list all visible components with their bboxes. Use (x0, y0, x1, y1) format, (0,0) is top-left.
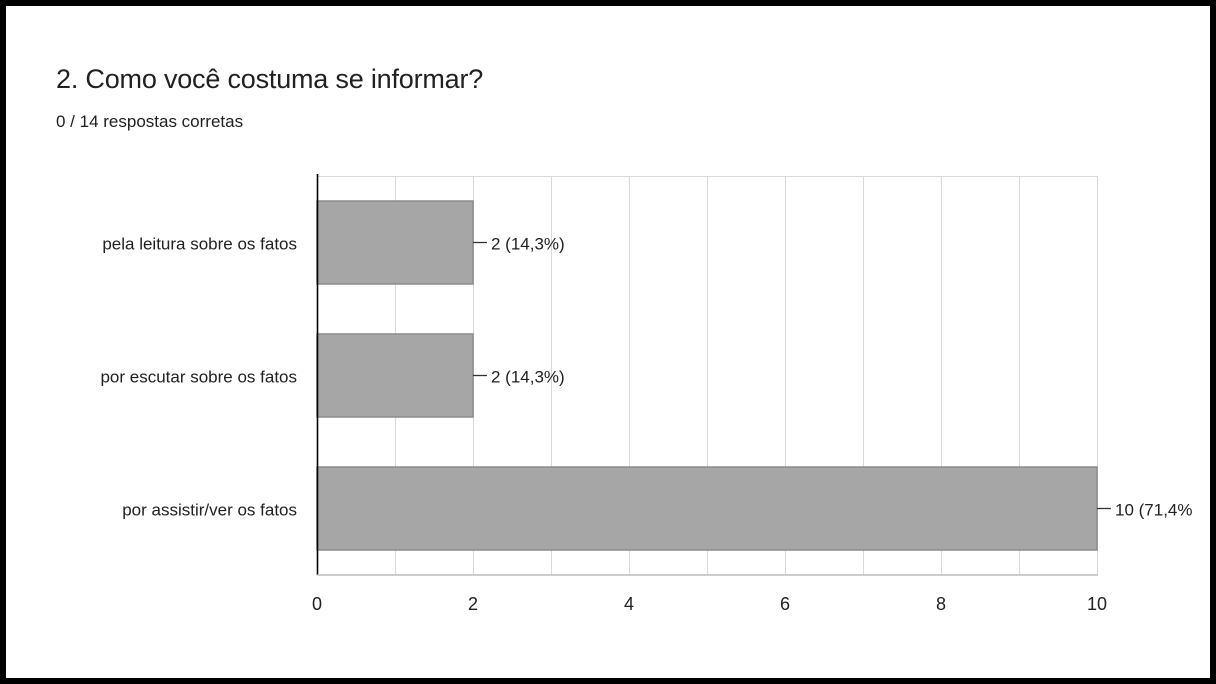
bar (316, 333, 474, 418)
data-label: 2 (14,3%) (491, 235, 565, 254)
x-tick-label: 6 (780, 594, 790, 614)
chart-title: 2. Como você costuma se informar? (56, 64, 484, 94)
data-label: 2 (14,3%) (491, 368, 565, 387)
label-layer: pela leitura sobre os fatos 2 (14,3%) por … (100, 235, 1192, 520)
category-label: pela leitura sobre os fatos (102, 235, 297, 254)
x-tick-label: 8 (936, 594, 946, 614)
data-label: 10 (71,4% (1115, 501, 1193, 520)
chart-subtitle: 0 / 14 respostas corretas (56, 112, 244, 131)
bar (316, 200, 474, 285)
bar (316, 466, 1098, 551)
category-label: por assistir/ver os fatos (122, 501, 297, 520)
axis-layer: 0 2 4 6 8 10 (312, 174, 1107, 614)
category-label: por escutar sobre os fatos (100, 368, 297, 387)
x-tick-label: 10 (1087, 594, 1107, 614)
x-tick-label: 4 (624, 594, 634, 614)
bar-layer (316, 200, 1098, 551)
x-tick-label: 2 (468, 594, 478, 614)
x-tick-label: 0 (312, 594, 322, 614)
